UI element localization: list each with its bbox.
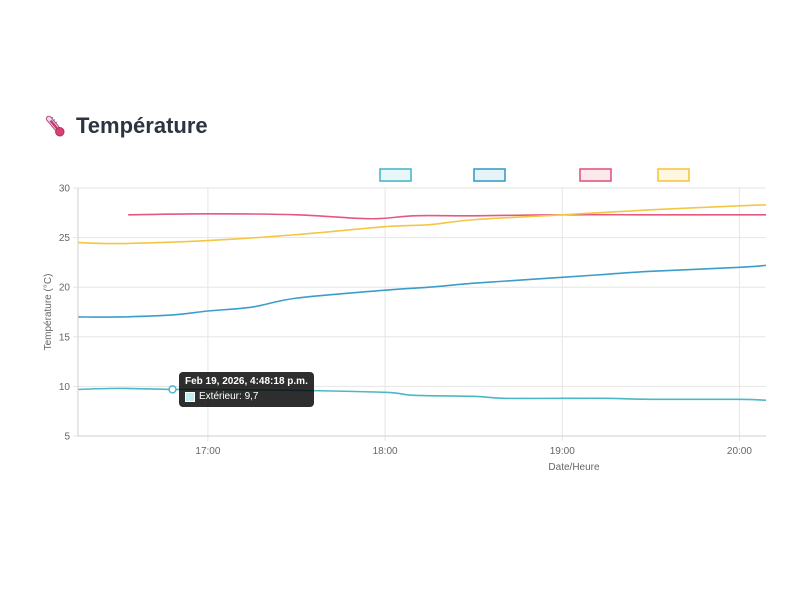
chart-legend — [379, 168, 690, 182]
y-axis-label: Température (°C) — [43, 274, 54, 351]
chart-axes: 5 10 15 20 25 30 17:00 18:00 19:00 20:00 — [59, 184, 766, 457]
page-title: Température — [76, 113, 208, 138]
tooltip-swatch — [185, 391, 195, 402]
series-line-2 — [77, 264, 767, 318]
thermometer-icon — [45, 115, 65, 137]
legend-box-3[interactable] — [579, 168, 612, 182]
legend-box-4[interactable] — [657, 168, 690, 182]
chart-tooltip: Feb 19, 2026, 4:48:18 p.m. Extérieur: 9,… — [179, 372, 314, 407]
legend-box-1[interactable] — [379, 168, 412, 182]
y-tick-label: 20 — [59, 283, 71, 294]
x-axis-label: Date/Heure — [548, 462, 600, 473]
y-tick-label: 15 — [59, 332, 71, 343]
chart-header: Température — [42, 113, 208, 139]
hover-point-marker[interactable] — [168, 385, 177, 394]
legend-box-2[interactable] — [473, 168, 506, 182]
y-tick-label: 30 — [59, 184, 71, 195]
x-tick-label: 19:00 — [550, 446, 575, 457]
x-tick-label: 18:00 — [373, 446, 398, 457]
chart-series — [77, 204, 767, 402]
x-tick-label: 17:00 — [195, 446, 220, 457]
series-line-3 — [128, 212, 766, 220]
x-tick-label: 20:00 — [727, 446, 752, 457]
tooltip-row: Extérieur: 9,7 — [185, 391, 308, 402]
y-tick-label: 5 — [64, 432, 70, 443]
y-tick-label: 25 — [59, 233, 71, 244]
y-tick-label: 10 — [59, 382, 71, 393]
tooltip-value: Extérieur: 9,7 — [199, 391, 259, 402]
series-line-4 — [77, 204, 767, 245]
tooltip-title: Feb 19, 2026, 4:48:18 p.m. — [185, 376, 308, 387]
